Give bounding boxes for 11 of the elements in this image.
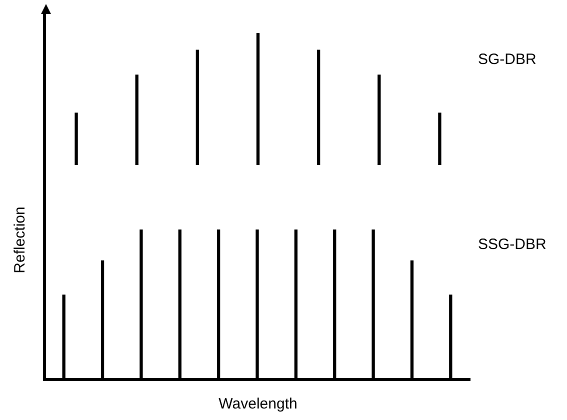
bar <box>256 33 260 165</box>
text: SG-DBR <box>478 51 537 68</box>
bar <box>74 112 78 165</box>
y-axis-title: Reflection <box>12 206 28 274</box>
x-axis-title: Wavelength <box>218 396 298 412</box>
bar <box>196 50 200 165</box>
bar <box>316 50 320 165</box>
bar <box>438 112 442 165</box>
bar <box>135 74 138 165</box>
bar <box>378 74 381 165</box>
text: SSG-DBR <box>478 236 547 254</box>
